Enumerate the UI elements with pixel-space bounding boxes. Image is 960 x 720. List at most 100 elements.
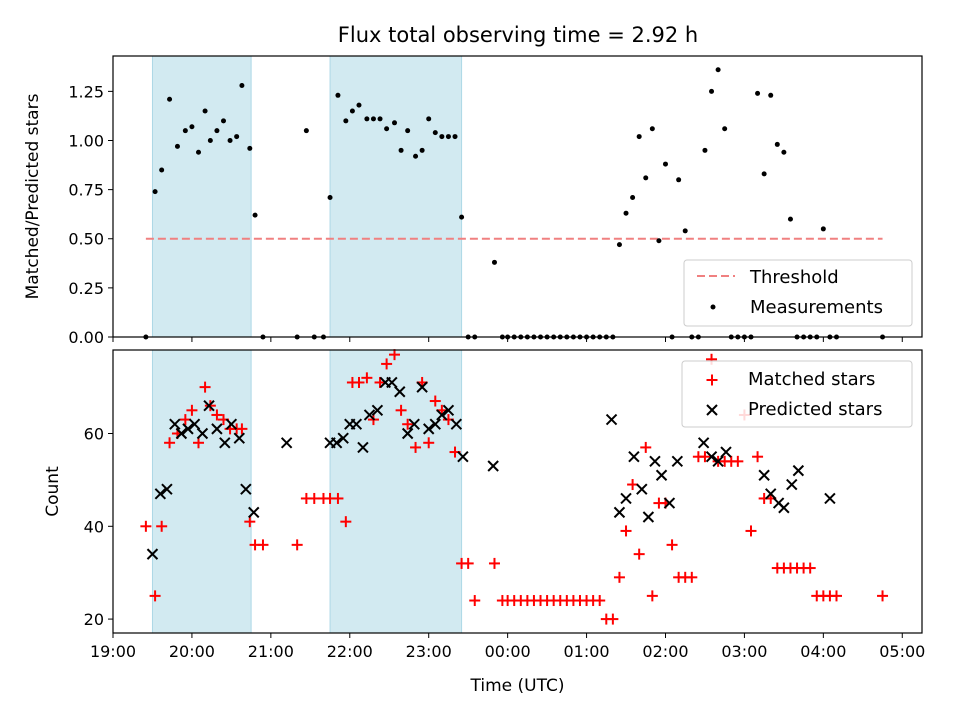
predicted-point-46 — [671, 455, 684, 468]
matched-point-44 — [488, 557, 500, 569]
predicted-point-51 — [758, 469, 770, 481]
measurement-point-34 — [413, 153, 419, 159]
predicted-point-44-b — [655, 469, 668, 481]
predicted-point-41-b — [636, 483, 648, 495]
predicted-point-25 — [386, 376, 398, 389]
measurement-point-70 — [662, 161, 668, 167]
measurement-point-79 — [722, 126, 728, 132]
legend-bottom: Matched stars Predicted stars — [681, 360, 913, 428]
matched-point-67 — [640, 441, 652, 453]
predicted-point-27-b — [401, 427, 414, 440]
predicted-point-18-b — [337, 432, 349, 444]
bottom-series-1 — [146, 376, 836, 560]
bottom-shaded-interval-0 — [151, 349, 252, 634]
matched-point-36 — [423, 437, 435, 449]
predicted-point-3-b — [169, 418, 181, 430]
bottom-y-tick-label-2: 60 — [84, 425, 104, 444]
predicted-point-52-b — [765, 488, 777, 500]
predicted-point-43-b — [649, 455, 661, 468]
measurement-point-29 — [377, 116, 383, 122]
x-tick-label-6: 01:00 — [564, 642, 610, 661]
legend-matched-label: Matched stars — [748, 369, 875, 390]
measurement-point-88 — [781, 149, 787, 155]
matched-point-83 — [745, 525, 757, 537]
predicted-point-2-b — [161, 483, 173, 495]
predicted-point-23-b — [371, 404, 384, 417]
legend-threshold-label: Threshold — [749, 267, 839, 288]
predicted-point-52 — [765, 488, 777, 500]
top-y-axis-label: Matched/Predicted stars — [23, 93, 43, 299]
predicted-point-21 — [357, 441, 369, 454]
predicted-point-57 — [824, 492, 836, 505]
top-axes-frame — [112, 55, 923, 338]
top-panel: 0.00 0.25 0.50 0.75 1.00 1.25 Matched/Predicte… — [23, 55, 923, 347]
predicted-point-33 — [442, 404, 455, 417]
matched-point-5 — [179, 414, 191, 426]
matched-point-8 — [199, 381, 211, 393]
predicted-point-3 — [169, 418, 181, 430]
predicted-point-50-b — [720, 446, 732, 458]
top-y-tick-label-0: 0.00 — [68, 328, 104, 347]
predicted-point-48 — [705, 450, 718, 463]
predicted-point-6 — [188, 418, 201, 430]
x-tick-label-2: 21:00 — [248, 642, 294, 661]
measurement-point-44 — [491, 259, 497, 265]
predicted-point-6-b — [188, 418, 201, 430]
measurement-point-35 — [419, 147, 425, 153]
predicted-point-2 — [161, 483, 173, 495]
measurement-point-7 — [196, 149, 202, 155]
legend-measurements-label: Measurements — [750, 297, 883, 318]
legend-predicted-label: Predicted stars — [748, 399, 882, 420]
predicted-point-1 — [154, 488, 167, 500]
measurement-point-4 — [174, 143, 180, 149]
measurement-point-73 — [682, 228, 688, 234]
measurement-point-10 — [214, 128, 220, 134]
predicted-point-20-b — [350, 418, 363, 430]
predicted-point-39-b — [620, 492, 632, 505]
predicted-point-49-b — [712, 455, 724, 468]
predicted-point-35-b — [457, 450, 469, 463]
measurement-point-28 — [370, 116, 376, 122]
top-y-tick-label-3: 0.75 — [68, 181, 104, 200]
predicted-point-34 — [450, 418, 463, 430]
measurement-point-5 — [182, 128, 188, 134]
bottom-y-axis-label: Count — [43, 466, 63, 517]
matched-point-43 — [469, 595, 481, 607]
matched-point-34 — [410, 441, 422, 453]
matched-point-15 — [244, 516, 256, 528]
predicted-point-40 — [628, 450, 640, 463]
legend-top: Threshold Measurements — [683, 259, 913, 327]
measurement-point-22 — [327, 194, 333, 200]
predicted-point-17 — [330, 437, 343, 449]
x-tick-label-10: 05:00 — [879, 642, 925, 661]
predicted-point-11 — [225, 418, 238, 430]
measurement-point-36 — [426, 116, 432, 122]
top-y-tick-label-5: 1.25 — [68, 82, 104, 101]
measurement-point-23 — [335, 92, 341, 98]
x-axis-label: Time (UTC) — [470, 676, 565, 696]
predicted-point-56 — [792, 464, 805, 477]
x-tick-label-7: 02:00 — [642, 642, 688, 661]
top-y-tick-label-4: 1.00 — [68, 131, 104, 150]
matched-point-68 — [646, 590, 658, 602]
predicted-point-38-b — [613, 506, 626, 519]
measurement-point-19 — [303, 128, 309, 134]
predicted-point-8-b — [203, 399, 215, 412]
measurement-point-72 — [676, 177, 682, 183]
predicted-point-48-b — [705, 450, 718, 463]
top-shaded-interval-0 — [151, 55, 252, 338]
bottom-panel: 19:00 20:00 21:00 22:00 23:00 00:00 01:00 02:00… — [43, 349, 925, 696]
predicted-point-55-b — [786, 478, 798, 491]
predicted-point-41 — [636, 483, 648, 495]
predicted-point-49 — [712, 455, 724, 468]
matched-point-14 — [236, 423, 248, 435]
predicted-point-31-b — [429, 418, 441, 430]
predicted-point-54-b — [778, 502, 790, 514]
matched-point-23 — [332, 492, 344, 504]
predicted-point-22 — [363, 409, 376, 421]
measurement-point-68 — [649, 126, 655, 132]
measurement-point-2 — [159, 167, 165, 173]
matched-point-81 — [732, 455, 744, 467]
matched-point-60 — [594, 595, 606, 607]
